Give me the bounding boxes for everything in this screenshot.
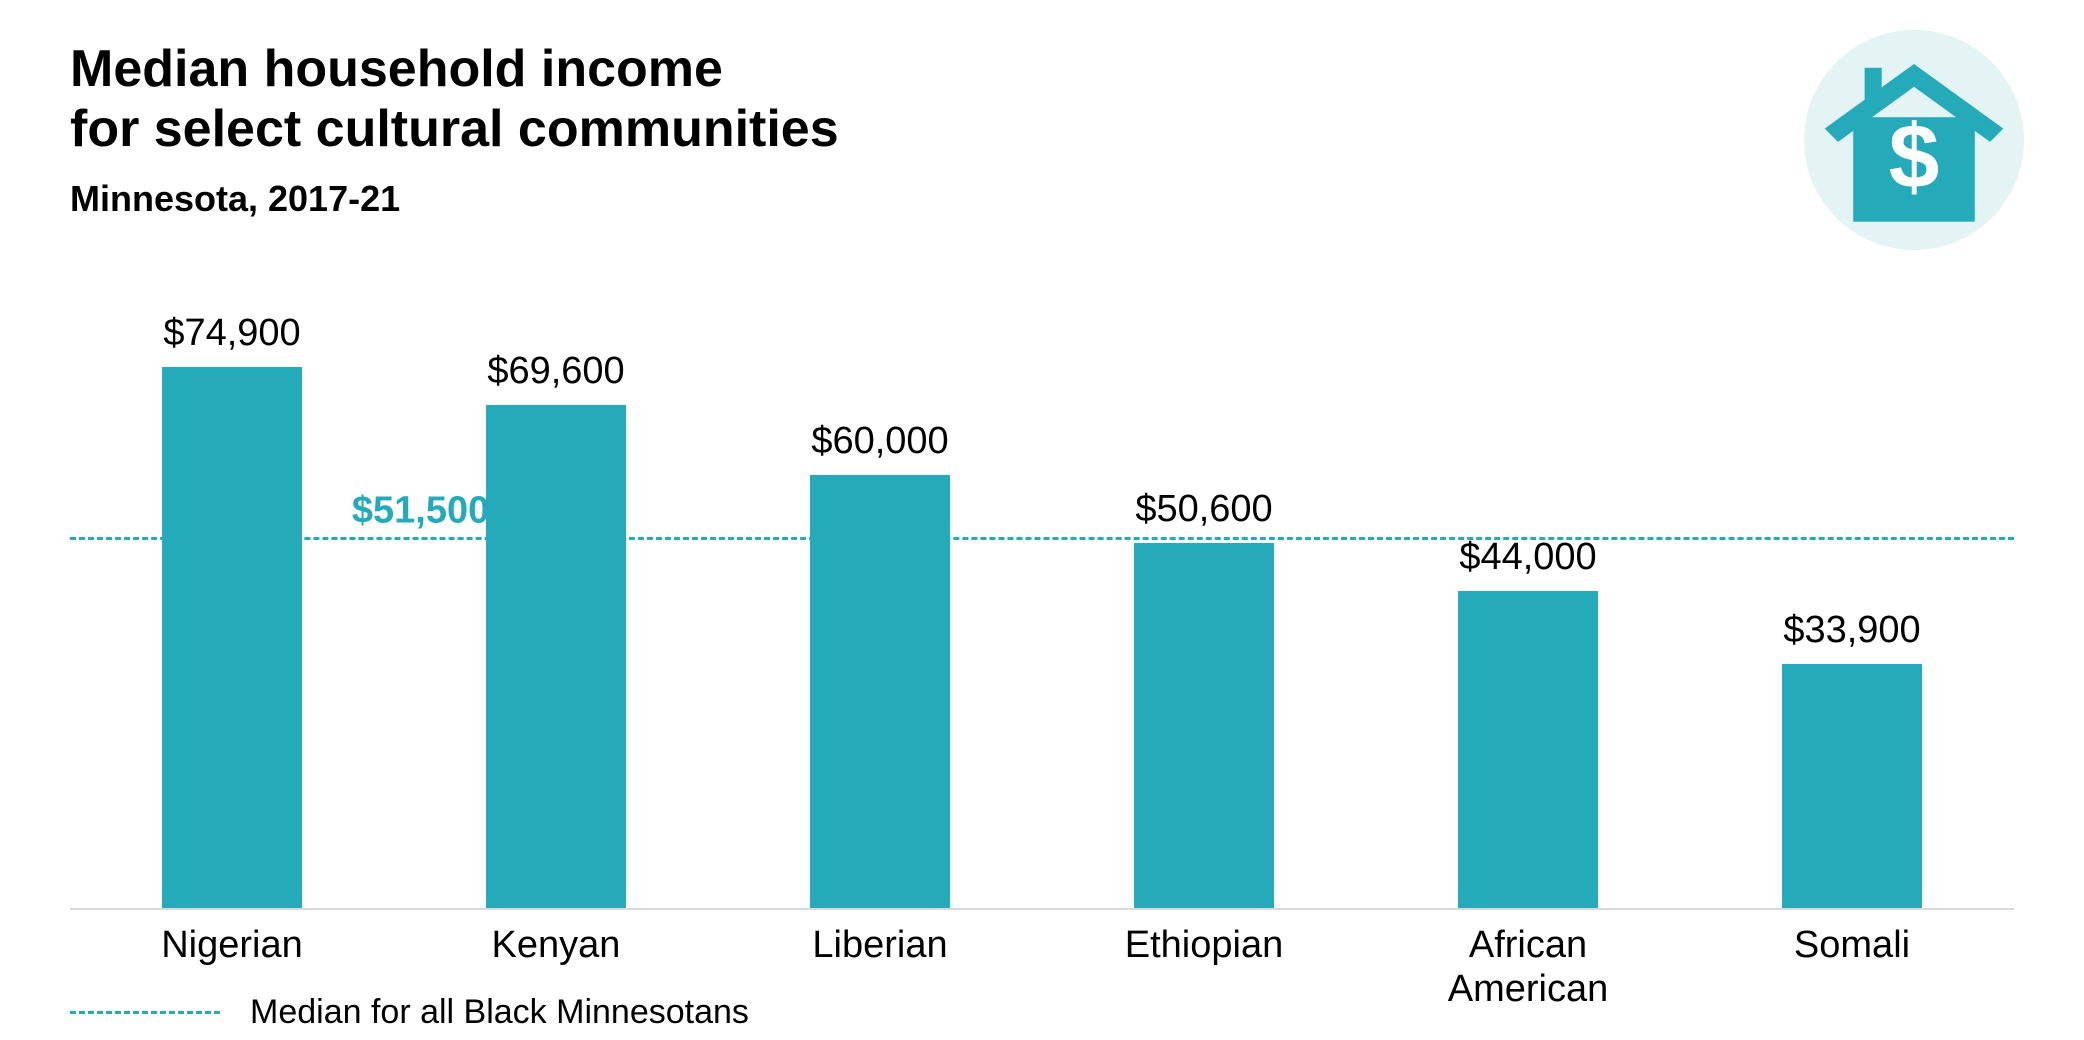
bar-value-label: $50,600 (1135, 488, 1272, 531)
x-axis-label: AfricanAmerican (1366, 924, 1690, 1011)
chart-header: Median household income for select cultu… (70, 40, 839, 220)
bar-value-label: $33,900 (1783, 609, 1920, 652)
legend: Median for all Black Minnesotans (70, 993, 749, 1032)
bar-column: $50,600 (1042, 330, 1366, 910)
x-axis-baseline (70, 908, 2014, 910)
x-axis-label: Ethiopian (1042, 924, 1366, 1011)
svg-text:$: $ (1889, 106, 1940, 208)
bar: $69,600 (486, 405, 626, 910)
bar-value-label: $69,600 (487, 350, 624, 393)
x-axis-label: Liberian (718, 924, 1042, 1011)
bar-column: $74,900 (70, 330, 394, 910)
bar-value-label: $60,000 (811, 420, 948, 463)
title-line-2: for select cultural communities (70, 100, 839, 158)
bar: $33,900 (1782, 664, 1922, 910)
bar: $50,600 (1134, 543, 1274, 910)
title-line-1: Median household income (70, 40, 723, 98)
bar-value-label: $74,900 (163, 312, 300, 355)
legend-dash-icon (70, 1011, 220, 1014)
bars-container: $74,900 $69,600 $60,000 $50,600 $44,000 $33,9… (70, 330, 2014, 910)
bar-column: $44,000 (1366, 330, 1690, 910)
chart-subtitle: Minnesota, 2017-21 (70, 178, 839, 220)
house-dollar-svg: $ (1819, 49, 2009, 239)
bar-chart: $51,500 $74,900$69,600$60,000$50,600$44,… (70, 330, 2014, 910)
bar-value-label: $44,000 (1459, 536, 1596, 579)
x-axis-label: Somali (1690, 924, 2014, 1011)
legend-text: Median for all Black Minnesotans (250, 993, 749, 1032)
bar: $44,000 (1458, 591, 1598, 910)
plot-area: $51,500 $74,900$69,600$60,000$50,600$44,… (70, 330, 2014, 910)
house-dollar-icon: $ (1804, 30, 2024, 250)
bar: $74,900 (162, 367, 302, 910)
chart-title: Median household income for select cultu… (70, 40, 839, 160)
bar-column: $33,900 (1690, 330, 2014, 910)
bar-column: $60,000 (718, 330, 1042, 910)
bar-column: $69,600 (394, 330, 718, 910)
bar: $60,000 (810, 475, 950, 910)
